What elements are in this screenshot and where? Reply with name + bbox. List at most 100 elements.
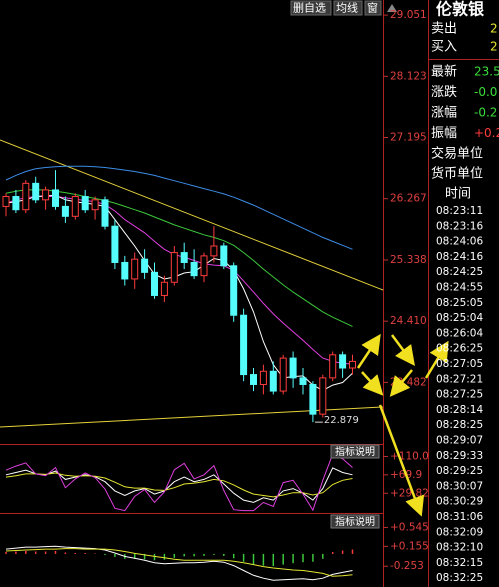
trade-time: 08:32:09 (436, 526, 483, 538)
indicator-help-button-bg[interactable] (330, 444, 380, 459)
unit-label: 交易单位 (431, 146, 483, 162)
candle-body (200, 255, 208, 277)
indicator-line (5, 196, 353, 365)
trade-time: 08:32:25 (436, 572, 483, 584)
candle-body (309, 383, 317, 415)
arrow (424, 340, 449, 379)
candle-body (180, 252, 188, 263)
y-tick-label: +110.0 (390, 450, 429, 462)
indicator-help-button[interactable]: 指标说明 (335, 445, 375, 458)
quote-value: -0.0 (474, 85, 497, 99)
quote-label: 卖出 (431, 22, 457, 37)
candle-body (42, 189, 50, 201)
scroll-up-button[interactable] (387, 4, 397, 12)
plot: 29.051 28.123 27.195 26.267 25.338 24.410 23.4… (2, 9, 429, 581)
trade-time: 08:23:11 (436, 205, 483, 217)
trade-time: 08:24:25 (436, 266, 483, 278)
trade-time: 08:27:25 (436, 389, 483, 401)
indicator-line (5, 472, 353, 498)
y-tick-label: 25.338 (390, 254, 427, 266)
toolbar-button-bg[interactable] (290, 0, 332, 16)
trade-time: 08:24:55 (436, 282, 483, 294)
candle-body (52, 189, 59, 207)
candle-body (111, 225, 119, 263)
y-tick-label: 26.267 (390, 193, 427, 205)
candle-body (230, 265, 238, 316)
arrow (356, 333, 381, 369)
candle-body (71, 196, 79, 217)
toolbar-button[interactable]: 窗 (367, 1, 378, 15)
candle-body (279, 357, 287, 392)
instrument-title: 伦敦银 (436, 0, 485, 19)
indicator-line (5, 165, 353, 250)
quote-value: 2 (490, 40, 498, 54)
candle-body (2, 196, 10, 207)
candle-body (151, 271, 158, 296)
trade-time: 08:25:05 (436, 297, 483, 309)
y-tick-label: 29.051 (390, 9, 427, 21)
candle-body (299, 377, 307, 385)
trade-time: 08:25:04 (436, 312, 483, 324)
indicator-line (5, 548, 353, 577)
candle-body (329, 354, 337, 379)
candle-body (269, 370, 277, 392)
trade-time: 08:26:04 (436, 327, 483, 339)
trade-time: 08:32:15 (436, 557, 483, 569)
y-tick-label: 23.482 (390, 376, 427, 388)
candle-body (61, 205, 69, 217)
y-tick-label: 28.123 (390, 70, 427, 82)
support-line (0, 406, 384, 428)
trade-time: 08:26:25 (436, 343, 483, 355)
y-tick-label: +0.545 (390, 521, 429, 533)
trade-time: 08:27:05 (436, 358, 483, 370)
y-tick-label: 24.410 (390, 315, 427, 327)
quote-label: 涨跌 (431, 84, 457, 100)
trade-time: 08:23:16 (436, 220, 483, 232)
trade-time: 08:28:14 (436, 404, 483, 416)
trade-time: 08:29:25 (436, 465, 483, 477)
trade-time: 08:32:10 (436, 542, 483, 554)
toolbar-button-bg[interactable] (333, 0, 363, 16)
trade-time: 08:27:21 (436, 373, 483, 385)
candle-body (101, 199, 109, 227)
candle-body (22, 182, 30, 211)
candle-body (160, 281, 168, 296)
quote-value: -0.2 (474, 106, 497, 120)
candle-body (339, 354, 347, 369)
indicator-line (5, 453, 353, 512)
indicator-line (5, 189, 353, 327)
arrow (378, 404, 425, 517)
arrow (389, 369, 413, 397)
candle-body (12, 196, 20, 211)
candle-body (319, 377, 327, 415)
trade-time: 08:29:07 (436, 435, 483, 447)
trade-time: 08:28:25 (436, 419, 483, 431)
quote-value: 2 (490, 22, 498, 36)
toolbar-button-bg[interactable] (364, 0, 382, 16)
quote-label: 买入 (431, 40, 457, 55)
unit-label: 货币单位 (431, 166, 483, 182)
trade-time: 08:30:07 (436, 480, 483, 492)
annotation-arrows (356, 333, 449, 517)
trade-time: 08:29:33 (436, 450, 483, 462)
indicator-help-button[interactable]: 指标说明 (335, 515, 375, 528)
candle-body (220, 245, 228, 267)
quote-label: 振幅 (431, 126, 457, 141)
candle-body (190, 261, 198, 277)
quote-label: 涨幅 (431, 106, 457, 121)
indicator-line (5, 467, 353, 503)
candle-body (81, 196, 89, 211)
candle-body (349, 360, 356, 369)
candle-body (170, 252, 178, 283)
toolbar-button[interactable]: 删自选 (293, 2, 326, 15)
trade-time: 08:30:29 (436, 496, 483, 508)
y-tick-label: -0.253 (390, 560, 424, 572)
toolbar-button[interactable]: 均线 (336, 1, 358, 15)
candle-body (91, 199, 99, 211)
quote-value: 23.5 (474, 65, 499, 79)
candle-body (141, 258, 149, 273)
indicator-help-button-bg[interactable] (330, 514, 380, 529)
